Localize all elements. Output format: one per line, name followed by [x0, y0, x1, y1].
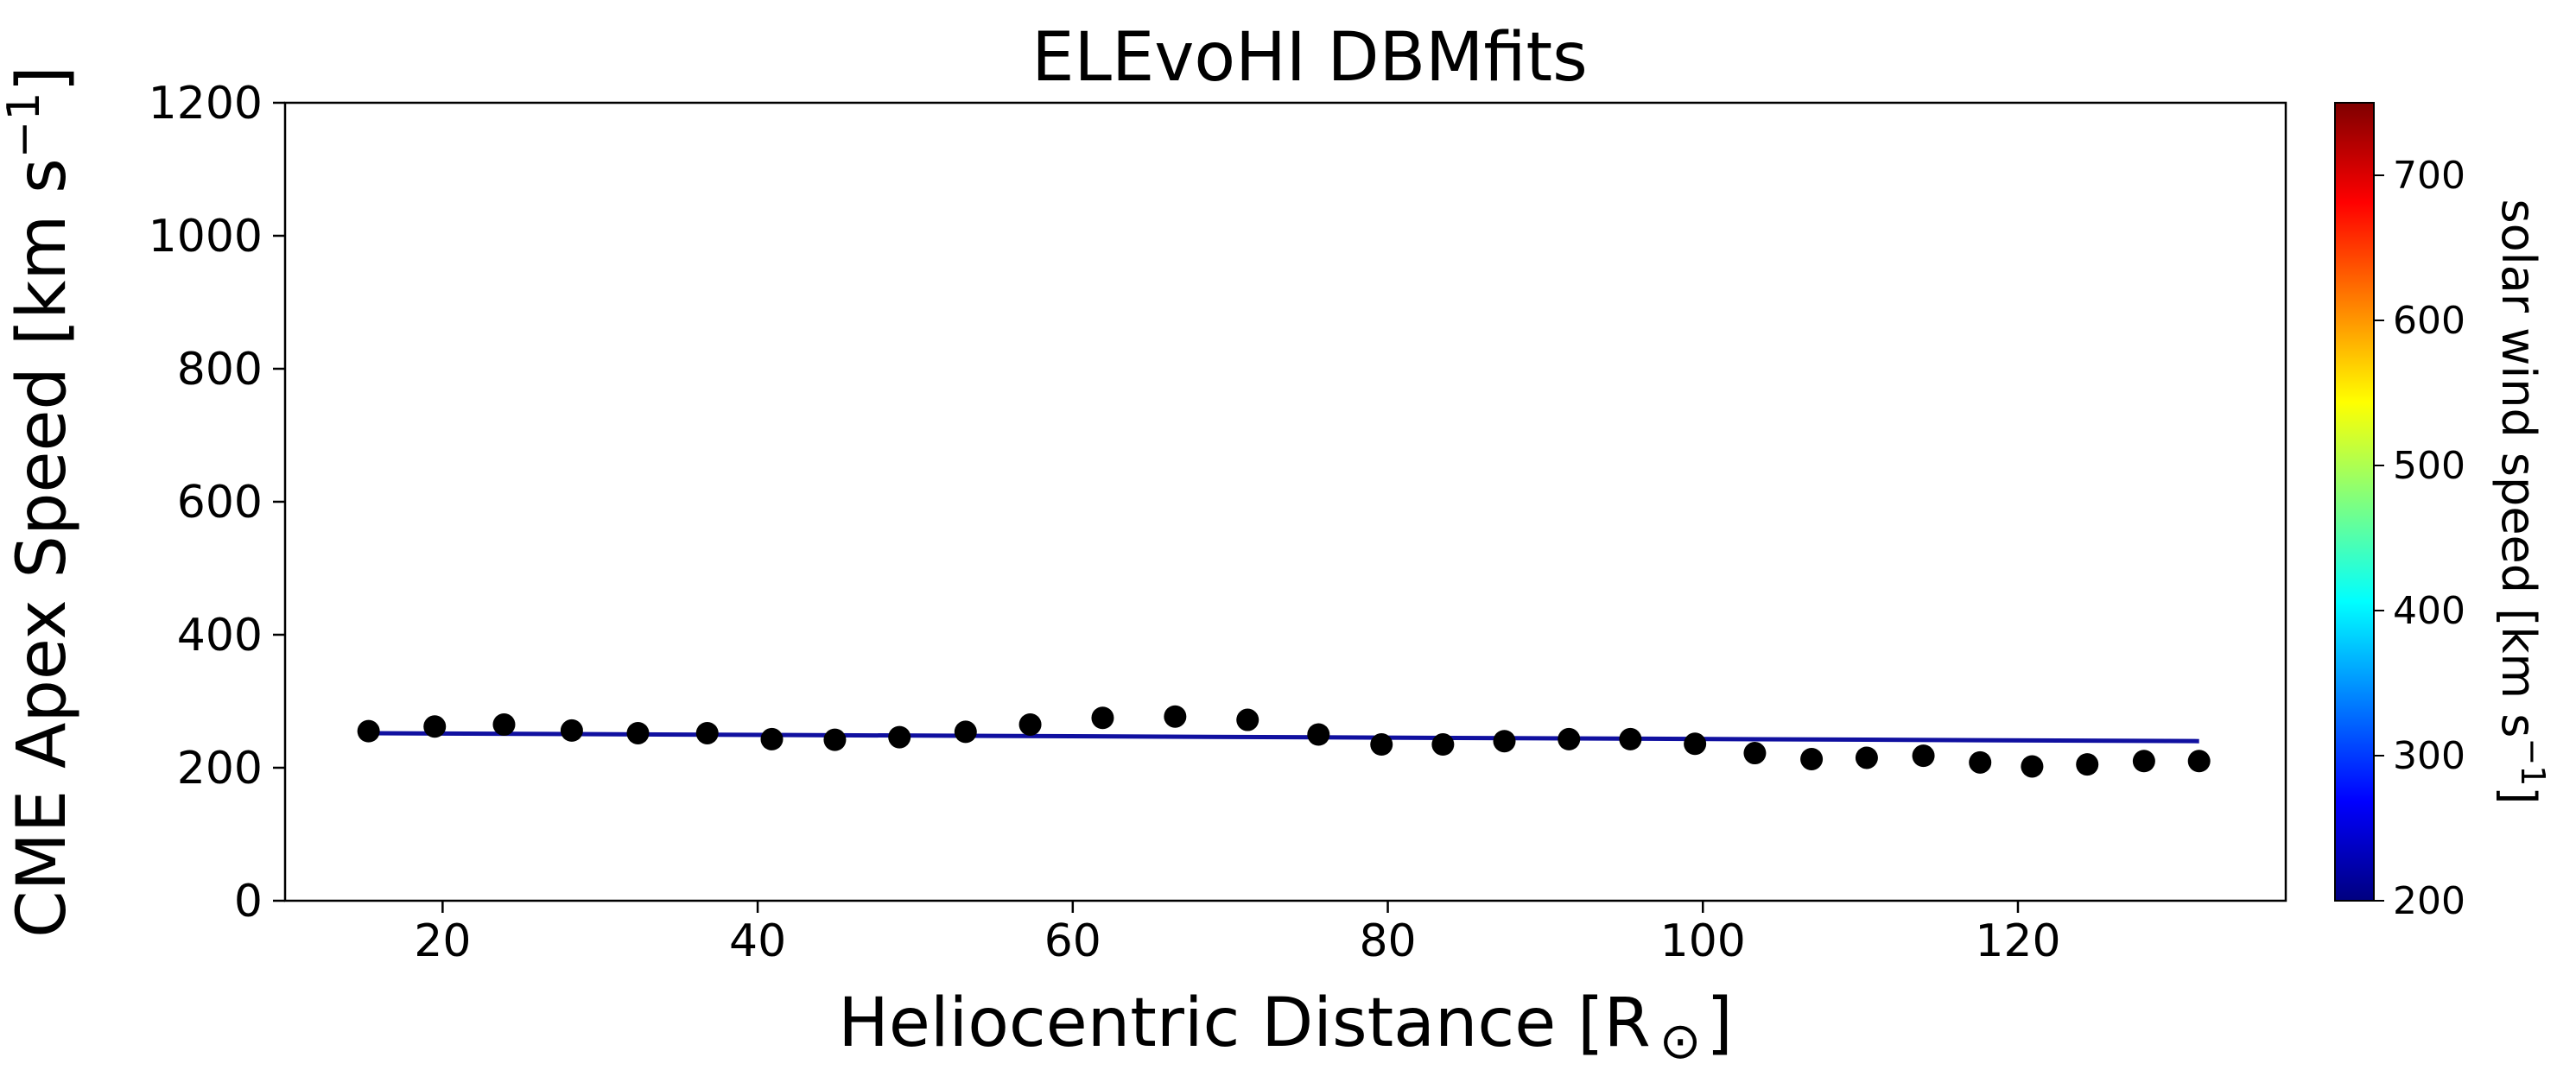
x-tick-label: 120	[1975, 915, 2060, 967]
data-point	[1684, 732, 1707, 756]
y-axis-label-text: CME Apex Speed [km s	[3, 158, 81, 938]
colorbar-tick-label: 500	[2393, 444, 2465, 488]
data-point	[626, 721, 650, 744]
plot-area: 20 40 60 80 100 120 0 200 400 600 800 1000 1200	[149, 78, 2287, 967]
x-axis-label: Heliocentric Distance [R ⊙]	[838, 985, 1733, 1070]
data-point	[423, 715, 447, 738]
colorbar-label-close: ]	[2491, 786, 2546, 804]
data-point	[1493, 730, 1516, 753]
y-axis-label: CME Apex Speed [km s−1]	[0, 66, 81, 938]
data-point	[1800, 747, 1824, 770]
data-point	[2132, 750, 2155, 773]
data-point	[357, 719, 380, 743]
colorbar-bar	[2334, 102, 2375, 902]
y-tick-label: 600	[177, 477, 263, 529]
y-axis-label-close: ]	[3, 66, 81, 92]
data-points	[357, 705, 2211, 778]
x-tick-label: 100	[1660, 915, 1746, 967]
x-tick-label: 40	[729, 915, 786, 967]
colorbar-label: solar wind speed [km s−1]	[2491, 199, 2552, 804]
data-point	[1018, 712, 1042, 736]
y-tick-label: 400	[177, 610, 263, 662]
y-tick-label: 1200	[149, 78, 263, 130]
x-axis-label-symbol: ⊙	[1659, 1011, 1702, 1070]
data-point	[1912, 744, 1935, 768]
chart-title: ELEvoHI DBMfits	[1031, 19, 1588, 97]
data-point	[695, 721, 719, 744]
data-point	[888, 725, 911, 749]
colorbar-label-sup: −1	[2514, 738, 2552, 786]
colorbar-ticks: 200 300 400 500 600 700	[2374, 154, 2465, 923]
data-point	[1370, 733, 1393, 757]
fit-lines	[368, 731, 2199, 744]
colorbar-tick-label: 300	[2393, 734, 2465, 778]
fit-line	[368, 731, 2199, 744]
colorbar-tick-label: 200	[2393, 879, 2465, 923]
colorbar: 200 300 400 500 600 700 solar wind speed [km …	[2334, 102, 2552, 923]
data-point	[2021, 755, 2044, 778]
x-axis-label-close: ]	[1706, 985, 1732, 1062]
colorbar-tick-label: 700	[2393, 154, 2465, 198]
data-point	[1743, 742, 1767, 765]
data-point	[1969, 750, 1992, 774]
y-tick-label: 1000	[149, 211, 263, 263]
colorbar-label-text: solar wind speed [km s	[2491, 199, 2546, 738]
y-tick-label: 200	[177, 743, 263, 795]
data-point	[954, 720, 977, 744]
data-point	[1307, 723, 1330, 746]
data-point	[1855, 746, 1878, 769]
y-tick-label: 800	[177, 344, 263, 396]
data-point	[492, 712, 516, 736]
y-axis-label-sup: −1	[0, 92, 50, 159]
colorbar-tick-label: 400	[2393, 589, 2465, 633]
data-point	[2187, 750, 2211, 773]
x-tick-label: 20	[414, 915, 471, 967]
data-point	[1091, 706, 1114, 730]
plot-frame	[283, 101, 2287, 902]
y-tick-label: 0	[234, 876, 263, 928]
data-point	[1236, 708, 1259, 731]
data-point	[560, 719, 583, 742]
y-axis-ticks: 0 200 400 600 800 1000 1200	[149, 78, 285, 928]
data-point	[823, 728, 847, 751]
colorbar-tick-label: 600	[2393, 299, 2465, 343]
x-axis-label-text: Heliocentric Distance [R	[838, 985, 1651, 1062]
data-point	[760, 727, 784, 750]
data-point	[1558, 727, 1581, 750]
x-tick-label: 60	[1044, 915, 1101, 967]
data-point	[1431, 733, 1455, 757]
data-point	[1619, 727, 1642, 750]
x-tick-label: 80	[1359, 915, 1416, 967]
x-axis-ticks: 20 40 60 80 100 120	[414, 901, 2061, 967]
data-point	[1164, 705, 1187, 728]
data-point	[2076, 753, 2099, 776]
